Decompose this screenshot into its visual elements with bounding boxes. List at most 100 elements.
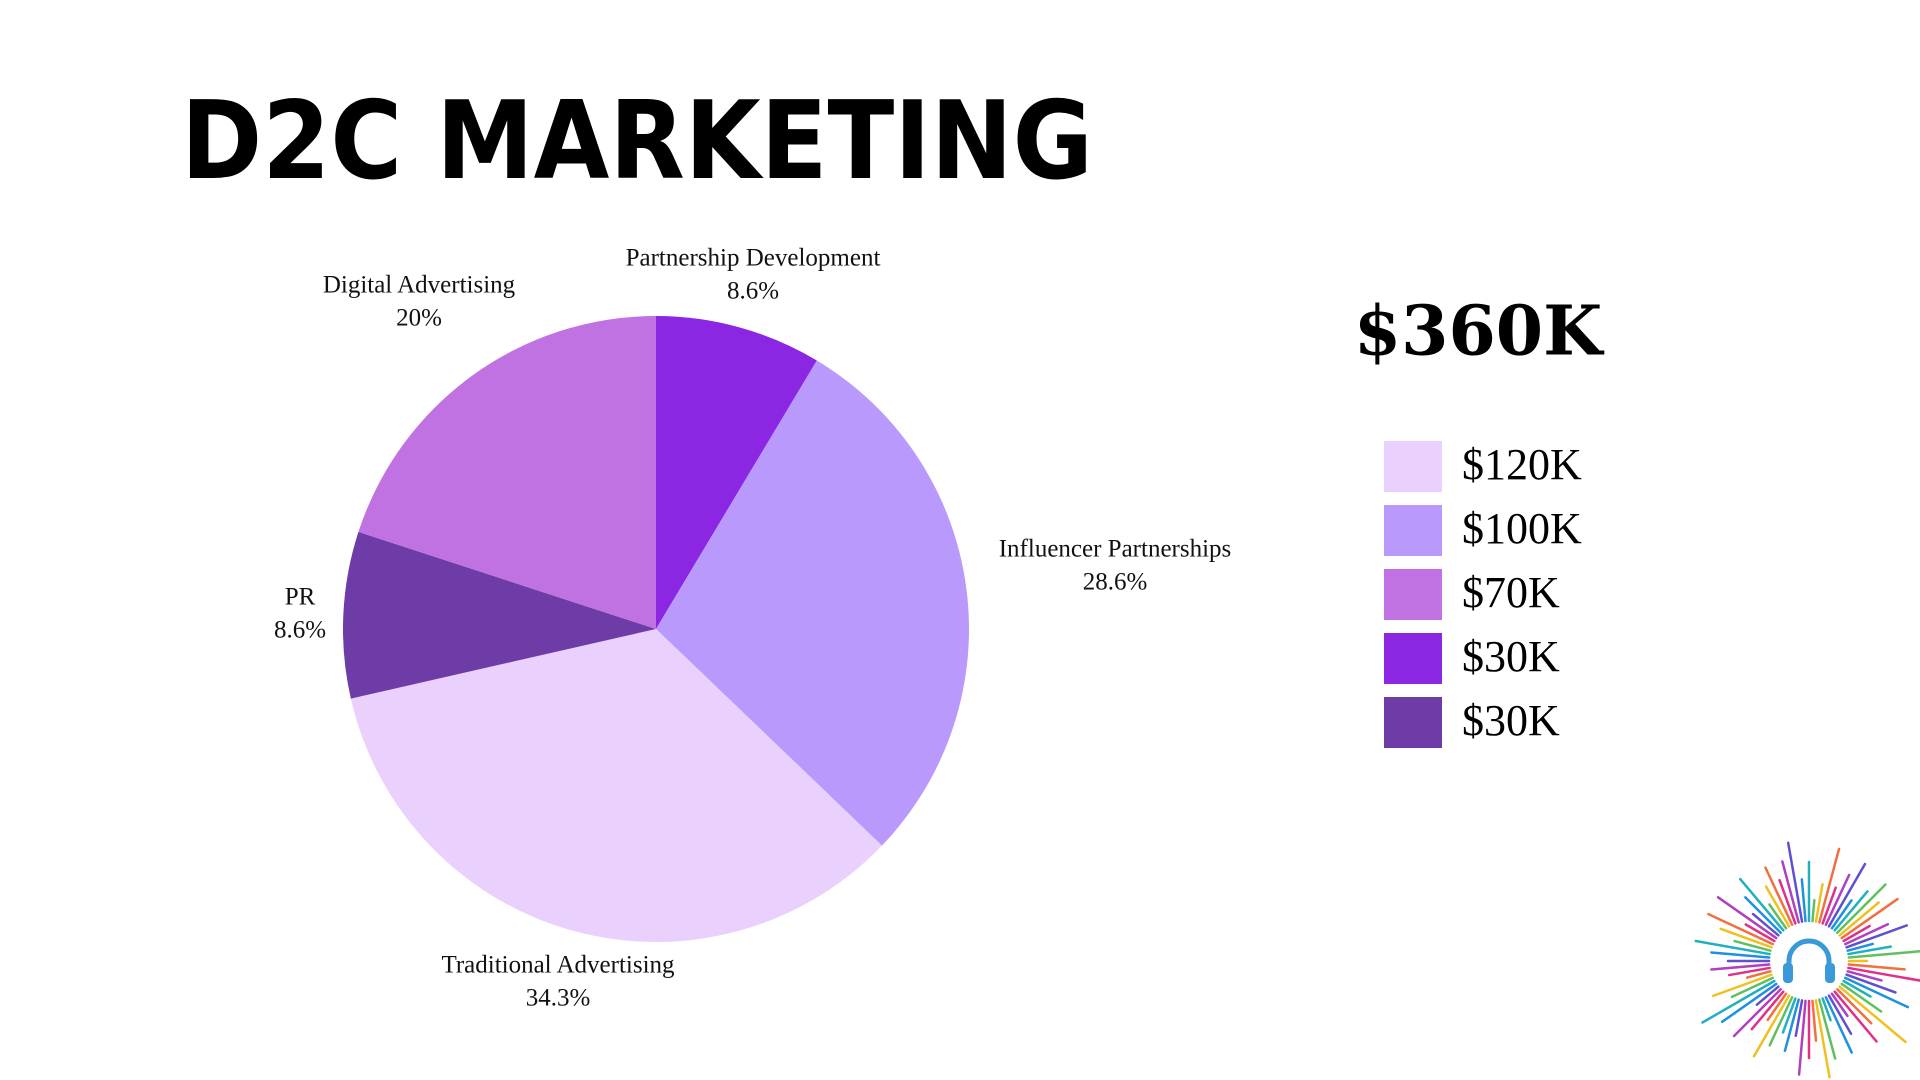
- logo-ray: [1824, 873, 1851, 926]
- logo-ray: [1824, 996, 1853, 1054]
- logo-ray: [1842, 924, 1871, 943]
- logo-ray: [1750, 990, 1785, 1031]
- logo-ray: [1732, 988, 1782, 1038]
- logo-ray: [1836, 883, 1887, 934]
- logo-ray: [1814, 999, 1831, 1079]
- logo-ray: [1794, 999, 1804, 1038]
- logo-ray: [1707, 912, 1774, 946]
- logo-ray: [1845, 973, 1897, 994]
- logo-ray: [1766, 992, 1788, 1022]
- logo-ray: [1752, 994, 1791, 1058]
- logo-headphones: [1786, 938, 1832, 969]
- logo-ray: [1833, 990, 1878, 1043]
- logo-ray: [1710, 963, 1771, 971]
- slice-value-label: 28.6%: [1083, 569, 1148, 596]
- total: $360K: [1354, 292, 1605, 372]
- slice-label: Traditional Advertising: [441, 952, 675, 979]
- slice-label: Digital Advertising: [323, 272, 516, 299]
- pie-slice: [656, 360, 969, 846]
- logo-ray: [1844, 922, 1890, 946]
- logo-ray: [1827, 994, 1853, 1035]
- logo-ray: [1842, 979, 1872, 998]
- logo-ray: [1811, 999, 1818, 1042]
- logo-ray: [1744, 896, 1782, 934]
- slice-label: Partnership Development: [626, 245, 881, 272]
- logo-ray: [1778, 878, 1797, 925]
- logo-ray: [1800, 878, 1807, 923]
- pie-slice: [350, 629, 882, 942]
- logo-ray: [1720, 982, 1778, 1024]
- logo-ray: [1727, 966, 1771, 977]
- logo-ray: [1811, 898, 1816, 923]
- legend-swatch: [1384, 633, 1442, 684]
- logo-ray: [1833, 890, 1869, 932]
- logo-ray: [1783, 998, 1800, 1053]
- logo-ray: [1830, 899, 1853, 930]
- logo-ray: [1847, 966, 1920, 982]
- logo-ray: [1764, 885, 1791, 928]
- logo-ray: [1711, 973, 1773, 998]
- logo-ray: [1846, 942, 1875, 952]
- logo-ray: [1838, 901, 1880, 937]
- logo-ray: [1845, 924, 1908, 949]
- legend-label: $120K: [1462, 440, 1582, 489]
- chart-title: D2C MARKETING: [181, 79, 1093, 204]
- logo-ray: [1847, 950, 1920, 959]
- logo-earcup: [1783, 963, 1793, 983]
- logo-ray: [1710, 951, 1771, 959]
- legend-label: $100K: [1462, 504, 1582, 553]
- legend-label: $70K: [1462, 568, 1560, 617]
- logo-ray: [1745, 970, 1772, 979]
- logo-ray: [1768, 903, 1788, 930]
- slice-label: Influencer Partnerships: [999, 536, 1232, 563]
- logo-ray: [1694, 939, 1771, 956]
- logo-ray: [1827, 862, 1867, 928]
- logo-ray: [1751, 912, 1780, 937]
- logo-ray: [1768, 996, 1794, 1047]
- logo-ray: [1847, 945, 1892, 956]
- logo-ray: [1781, 997, 1797, 1034]
- slice-value-label: 8.6%: [727, 278, 779, 305]
- legend-swatch: [1384, 569, 1442, 620]
- slice-value-label: 8.6%: [274, 617, 326, 644]
- logo-earcup: [1825, 963, 1835, 983]
- pie-slice: [343, 531, 656, 699]
- logo-ray: [1701, 979, 1776, 1024]
- logo-ray: [1838, 985, 1907, 1044]
- logo-ray: [1840, 897, 1899, 940]
- logo-ray: [1840, 982, 1883, 1013]
- legend-label: $30K: [1462, 632, 1560, 681]
- logo-ray: [1764, 866, 1794, 926]
- logo-ray: [1781, 860, 1800, 924]
- logo-ray: [1814, 882, 1824, 923]
- logo-ray: [1738, 877, 1785, 932]
- logo-ray: [1821, 886, 1837, 925]
- logo-ray: [1847, 963, 1906, 971]
- logo-ray: [1830, 992, 1849, 1018]
- logo-ray: [1716, 896, 1778, 940]
- logo-ray: [1733, 939, 1772, 952]
- logo-ray: [1719, 927, 1773, 949]
- pie-slice: [358, 316, 656, 629]
- legend-label: $30K: [1462, 696, 1560, 745]
- logo-ray: [1797, 999, 1807, 1076]
- logo-ray: [1730, 976, 1774, 999]
- logo-ray: [1755, 985, 1780, 1006]
- logo-ray: [1821, 997, 1832, 1022]
- logo-ray: [1846, 970, 1883, 982]
- slice-value-label: 34.3%: [526, 985, 591, 1012]
- pie-slice: [656, 316, 817, 629]
- logo-ray: [1836, 988, 1873, 1025]
- logo-ray: [1818, 998, 1837, 1060]
- legend-swatch: [1384, 505, 1442, 556]
- legend-swatch: [1384, 441, 1442, 492]
- logo-ray: [1786, 841, 1804, 923]
- legend-swatch: [1384, 697, 1442, 748]
- logo-ray: [1818, 847, 1841, 924]
- logo-ray: [1844, 976, 1910, 1009]
- logo-ray: [1744, 923, 1776, 943]
- slice-value-label: 20%: [396, 305, 442, 332]
- slice-label: PR: [285, 584, 316, 611]
